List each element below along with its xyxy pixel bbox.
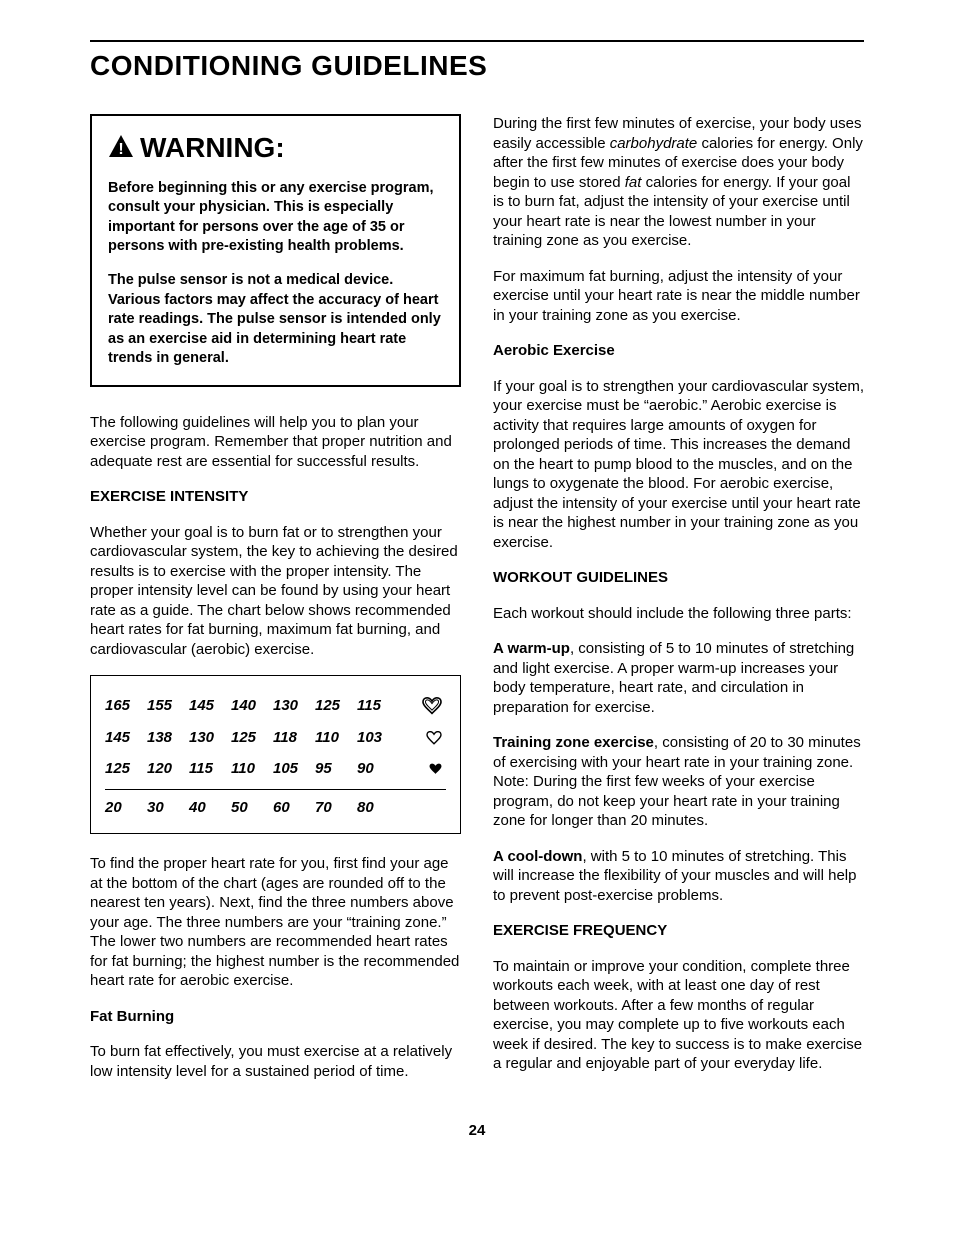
chart-explanation: To find the proper heart rate for you, f… [90, 854, 461, 991]
italic-fat: fat [625, 174, 642, 191]
chart-cell: 125 [315, 696, 357, 716]
chart-cell: 95 [315, 759, 357, 779]
chart-row-ages: 20 30 40 50 60 70 80 [105, 792, 446, 824]
intro-paragraph: The following guidelines will help you t… [90, 413, 461, 472]
heart-solid-icon [399, 759, 446, 779]
chart-cell: 110 [231, 759, 273, 779]
chart-cell: 130 [273, 696, 315, 716]
max-fat-paragraph: For maximum fat burning, adjust the inte… [493, 267, 864, 326]
heading-workout-guidelines: WORKOUT GUIDELINES [493, 568, 864, 588]
chart-cell: 140 [231, 696, 273, 716]
heading-exercise-frequency: EXERCISE FREQUENCY [493, 921, 864, 941]
warning-label: WARNING: [140, 130, 285, 166]
chart-cell: 125 [105, 759, 147, 779]
chart-age-cell: 80 [357, 798, 399, 818]
chart-cell: 125 [231, 728, 273, 748]
warning-box: ! WARNING: Before beginning this or any … [90, 114, 461, 386]
heading-exercise-intensity: EXERCISE INTENSITY [90, 487, 461, 507]
heart-large-icon [399, 696, 446, 716]
heading-aerobic: Aerobic Exercise [493, 341, 864, 361]
chart-cell: 110 [315, 728, 357, 748]
bold-warmup: A warm-up [493, 640, 570, 657]
heading-fat-burning: Fat Burning [90, 1007, 461, 1027]
warning-body: Before beginning this or any exercise pr… [108, 179, 443, 369]
chart-cell: 155 [147, 696, 189, 716]
frequency-paragraph: To maintain or improve your condition, c… [493, 957, 864, 1074]
chart-cell: 115 [357, 696, 399, 716]
chart-cell: 103 [357, 728, 399, 748]
cooldown-paragraph: A cool-down, with 5 to 10 minutes of str… [493, 847, 864, 906]
heart-rate-chart: 165 155 145 140 130 125 115 145 138 130 … [90, 675, 461, 834]
chart-row-aerobic: 165 155 145 140 130 125 115 [105, 690, 446, 722]
chart-age-cell: 60 [273, 798, 315, 818]
svg-text:!: ! [118, 141, 123, 158]
warning-paragraph-1: Before beginning this or any exercise pr… [108, 179, 443, 257]
page-title: CONDITIONING GUIDELINES [90, 48, 864, 84]
chart-row-fatburn: 125 120 115 110 105 95 90 [105, 753, 446, 785]
chart-cell: 130 [189, 728, 231, 748]
left-column: ! WARNING: Before beginning this or any … [90, 114, 461, 1081]
two-column-layout: ! WARNING: Before beginning this or any … [90, 114, 864, 1081]
chart-age-cell: 30 [147, 798, 189, 818]
fat-burning-paragraph: To burn fat effectively, you must exerci… [90, 1042, 461, 1081]
horizontal-rule [90, 40, 864, 42]
italic-carbohydrate: carbohydrate [610, 135, 698, 152]
warmup-paragraph: A warm-up, consisting of 5 to 10 minutes… [493, 639, 864, 717]
workout-intro: Each workout should include the followin… [493, 604, 864, 624]
chart-cell: 118 [273, 728, 315, 748]
chart-cell: 90 [357, 759, 399, 779]
chart-cell: 165 [105, 696, 147, 716]
bold-training-zone: Training zone exercise [493, 734, 654, 751]
warning-paragraph-2: The pulse sensor is not a medical device… [108, 271, 443, 369]
right-column: During the first few minutes of exercise… [493, 114, 864, 1081]
chart-cell: 138 [147, 728, 189, 748]
chart-row-maxfat: 145 138 130 125 118 110 103 [105, 722, 446, 754]
warning-heading: ! WARNING: [108, 130, 443, 166]
chart-age-cell: 70 [315, 798, 357, 818]
warning-triangle-icon: ! [108, 134, 134, 163]
chart-age-cell: 40 [189, 798, 231, 818]
chart-cell: 105 [273, 759, 315, 779]
chart-cell: 145 [105, 728, 147, 748]
heart-outline-icon [399, 728, 446, 748]
chart-cell: 145 [189, 696, 231, 716]
training-zone-paragraph: Training zone exercise, consisting of 20… [493, 733, 864, 831]
intensity-paragraph: Whether your goal is to burn fat or to s… [90, 523, 461, 660]
chart-cell: 120 [147, 759, 189, 779]
page-number: 24 [90, 1121, 864, 1141]
chart-age-cell: 20 [105, 798, 147, 818]
chart-age-cell: 50 [231, 798, 273, 818]
aerobic-paragraph: If your goal is to strengthen your cardi… [493, 377, 864, 553]
carb-fat-paragraph: During the first few minutes of exercise… [493, 114, 864, 251]
chart-divider [105, 789, 446, 790]
chart-cell: 115 [189, 759, 231, 779]
bold-cooldown: A cool-down [493, 848, 582, 865]
